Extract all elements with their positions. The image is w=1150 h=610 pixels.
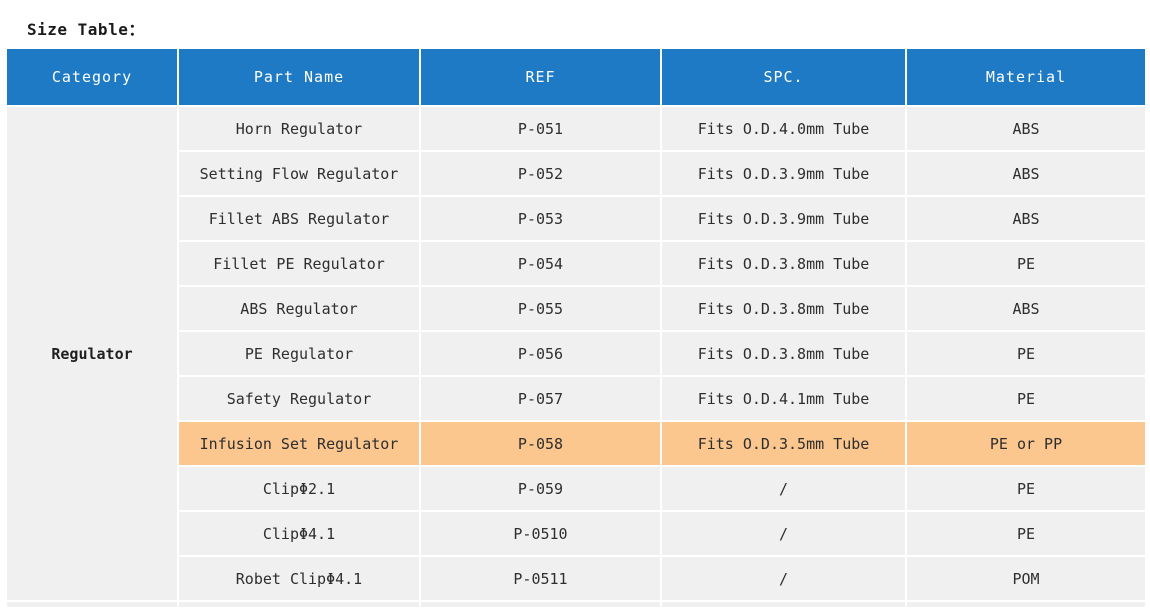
part-name-cell: Fillet PE Regulator: [177, 240, 421, 287]
header-row: Category Part Name REF SPC. Material: [5, 47, 1147, 107]
part-name-cell: Setting Flow Regulator: [177, 150, 421, 197]
material-cell: ABS: [905, 285, 1147, 332]
table-row: Infusion Set Regulator P-058 Fits O.D.3.…: [6, 420, 1147, 467]
material-cell: PE or PP: [905, 420, 1147, 467]
ref-cell: P-052: [419, 150, 662, 197]
spc-cell: Fits O.D.3.9mm Tube: [660, 195, 907, 242]
column-header-spc: SPC.: [660, 47, 907, 107]
table-row: PE Regulator P-056 Fits O.D.3.8mm Tube P…: [6, 330, 1147, 377]
partial-cell: [905, 600, 1147, 609]
table-row: Setting Flow Regulator P-052 Fits O.D.3.…: [6, 150, 1147, 197]
ref-cell: P-054: [419, 240, 662, 287]
part-name-cell: ABS Regulator: [177, 285, 421, 332]
page-title: Size Table：: [27, 20, 145, 39]
ref-cell: P-053: [419, 195, 662, 242]
spc-cell: Fits O.D.3.5mm Tube: [660, 420, 907, 467]
partial-cell: [419, 600, 662, 609]
table-row: Safety Regulator P-057 Fits O.D.4.1mm Tu…: [6, 375, 1147, 422]
material-cell: ABS: [905, 150, 1147, 197]
spc-cell: Fits O.D.4.0mm Tube: [660, 105, 907, 152]
table-row: Regulator Horn Regulator P-051 Fits O.D.…: [5, 105, 1147, 602]
material-cell: ABS: [905, 105, 1147, 152]
partial-row: [5, 600, 1147, 609]
material-cell: PE: [905, 240, 1147, 287]
column-header-part-name: Part Name: [177, 47, 421, 107]
spc-cell: Fits O.D.3.8mm Tube: [660, 240, 907, 287]
part-name-cell: ClipΦ2.1: [177, 465, 421, 512]
spc-cell: Fits O.D.3.8mm Tube: [660, 330, 907, 377]
partial-cell: [177, 600, 421, 609]
ref-cell: P-055: [419, 285, 662, 332]
material-cell: PE: [905, 465, 1147, 512]
material-cell: ABS: [905, 195, 1147, 242]
ref-cell: P-0510: [419, 510, 662, 557]
material-cell: PE: [905, 510, 1147, 557]
material-cell: POM: [905, 555, 1147, 602]
material-cell: PE: [905, 330, 1147, 377]
table-row: ClipΦ4.1 P-0510 / PE: [6, 510, 1147, 557]
table-body: Regulator Horn Regulator P-051 Fits O.D.…: [5, 105, 1147, 609]
ref-cell: P-059: [419, 465, 662, 512]
part-name-cell: PE Regulator: [177, 330, 421, 377]
part-name-cell: Horn Regulator: [177, 105, 421, 152]
category-cell: Regulator: [5, 105, 179, 602]
spc-cell: /: [660, 465, 907, 512]
ref-cell: P-0511: [419, 555, 662, 602]
part-name-cell: Robet ClipΦ4.1: [177, 555, 421, 602]
spc-cell: Fits O.D.3.8mm Tube: [660, 285, 907, 332]
spc-cell: Fits O.D.3.9mm Tube: [660, 150, 907, 197]
partial-cell: [660, 600, 907, 609]
ref-cell: P-057: [419, 375, 662, 422]
column-header-category: Category: [5, 47, 179, 107]
table-row: Fillet ABS Regulator P-053 Fits O.D.3.9m…: [6, 195, 1147, 242]
table-header: Category Part Name REF SPC. Material: [5, 47, 1147, 107]
part-name-cell: Infusion Set Regulator: [177, 420, 421, 467]
part-name-cell: Safety Regulator: [177, 375, 421, 422]
table-row: ClipΦ2.1 P-059 / PE: [6, 465, 1147, 512]
partial-cell: [5, 600, 179, 609]
spc-cell: /: [660, 510, 907, 557]
table-row: Fillet PE Regulator P-054 Fits O.D.3.8mm…: [6, 240, 1147, 287]
material-cell: PE: [905, 375, 1147, 422]
column-header-material: Material: [905, 47, 1147, 107]
spc-cell: Fits O.D.4.1mm Tube: [660, 375, 907, 422]
column-header-ref: REF: [419, 47, 662, 107]
spc-cell: /: [660, 555, 907, 602]
table-row: ABS Regulator P-055 Fits O.D.3.8mm Tube …: [6, 285, 1147, 332]
size-table: Category Part Name REF SPC. Material Reg…: [5, 47, 1147, 609]
part-name-cell: Fillet ABS Regulator: [177, 195, 421, 242]
part-name-cell: ClipΦ4.1: [177, 510, 421, 557]
ref-cell: P-056: [419, 330, 662, 377]
table-row: Robet ClipΦ4.1 P-0511 / POM: [6, 555, 1147, 602]
ref-cell: P-051: [419, 105, 662, 152]
ref-cell: P-058: [419, 420, 662, 467]
